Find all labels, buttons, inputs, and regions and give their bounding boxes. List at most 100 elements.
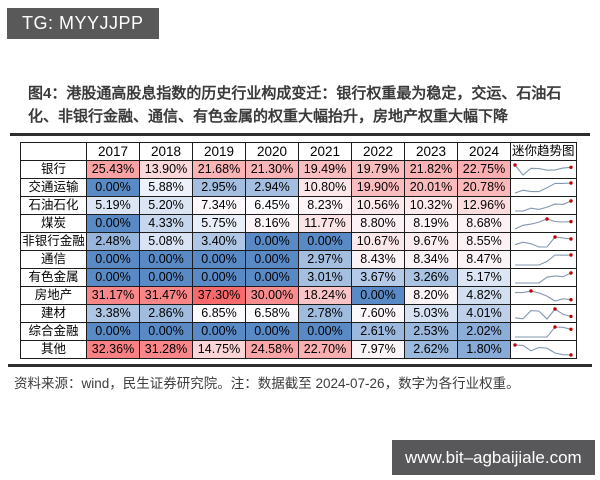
- industry-label: 房地产: [20, 286, 87, 305]
- weight-cell: 4.82%: [457, 286, 511, 305]
- weight-cell: 10.56%: [351, 196, 405, 215]
- year-header: 2019: [192, 142, 246, 161]
- weight-cell: 25.43%: [86, 160, 140, 179]
- weight-cell: 8.68%: [457, 214, 511, 233]
- tg-watermark-badge: TG: MYYJJPP: [7, 8, 159, 39]
- sparkline-high-marker: [553, 234, 557, 239]
- industry-label: 其他: [20, 340, 87, 359]
- table-row: 其他 32.36% 31.28% 14.75% 24.58% 22.70% 7.97% 2.6…: [20, 340, 577, 359]
- sparkline-cell: [510, 250, 577, 269]
- weight-cell: 24.58%: [245, 340, 299, 359]
- table-row: 建材 3.38% 2.86% 6.85% 6.58% 2.78% 7.60% 5.03% 4.0…: [20, 304, 577, 323]
- weight-cell: 11.77%: [298, 214, 352, 233]
- sparkline: [515, 180, 573, 194]
- table-header: 2017 2018 2019 2020 2021 2022 2023 2024 迷你趋势图: [20, 142, 577, 161]
- sparkline-last-marker: [569, 327, 573, 331]
- weight-cell: 2.61%: [351, 322, 405, 341]
- weight-cell: 0.00%: [245, 232, 299, 251]
- weight-cell: 0.00%: [245, 268, 299, 287]
- weight-cell: 4.01%: [457, 304, 511, 323]
- weight-cell: 5.20%: [139, 196, 193, 215]
- sparkline-last-marker: [569, 252, 573, 257]
- sparkline: [513, 162, 573, 176]
- industry-label: 石油石化: [20, 196, 87, 215]
- weight-cell: 0.00%: [86, 250, 140, 269]
- sparkline-last-marker: [569, 352, 573, 357]
- corner-cell: [20, 142, 87, 161]
- sparkline-last-marker: [569, 270, 573, 275]
- year-header: 2020: [245, 142, 299, 161]
- table-row: 通信 0.00% 0.00% 0.00% 0.00% 2.97% 8.43% 8.34% 8.4…: [20, 250, 577, 269]
- weight-cell: 30.00%: [245, 286, 299, 305]
- site-watermark-text: www.bit–agbaijiale.com: [405, 448, 582, 467]
- weight-cell: 19.90%: [351, 178, 405, 197]
- sparkline-high-marker: [553, 324, 557, 329]
- sparkline-cell: [510, 304, 577, 323]
- weight-cell: 21.82%: [404, 160, 458, 179]
- weight-cell: 0.00%: [192, 322, 246, 341]
- sparkline-cell: [510, 196, 577, 215]
- weight-cell: 32.36%: [86, 340, 140, 359]
- sparkline: [513, 342, 573, 357]
- sparkline-cell: [510, 340, 577, 359]
- weight-cell: 9.67%: [404, 232, 458, 251]
- weight-cell: 19.49%: [298, 160, 352, 179]
- weight-cell: 0.00%: [245, 250, 299, 269]
- industry-label: 建材: [20, 304, 87, 323]
- sparkline-cell: [510, 214, 577, 233]
- weight-cell: 6.85%: [192, 304, 246, 323]
- industry-label: 综合金融: [20, 322, 87, 341]
- year-header: 2018: [139, 142, 193, 161]
- industry-label: 银行: [20, 160, 87, 179]
- industry-label: 煤炭: [20, 214, 87, 233]
- sparkline-last-marker: [569, 180, 573, 185]
- sparkline-high-marker: [529, 288, 533, 293]
- weight-cell: 8.23%: [298, 196, 352, 215]
- weight-cell: 21.68%: [192, 160, 246, 179]
- weight-cell: 20.78%: [457, 178, 511, 197]
- weight-cell: 8.47%: [457, 250, 511, 269]
- site-watermark-badge: www.bit–agbaijiale.com: [392, 440, 595, 475]
- table-row: 有色金属 0.00% 0.00% 0.00% 0.00% 3.01% 3.67% 3.26% 5…: [20, 268, 577, 287]
- weight-cell: 2.02%: [457, 322, 511, 341]
- industry-label: 非银行金融: [20, 232, 87, 251]
- sparkline: [515, 216, 573, 229]
- sparkline-cell: [510, 268, 577, 287]
- sparkline: [515, 252, 573, 266]
- weight-cell: 12.96%: [457, 196, 511, 215]
- table-row: 煤炭 0.00% 4.33% 5.75% 8.16% 11.77% 8.80% 8.19% 8.…: [20, 214, 577, 233]
- trend-header: 迷你趋势图: [510, 142, 577, 161]
- sparkline-cell: [510, 178, 577, 197]
- weight-cell: 8.19%: [404, 214, 458, 233]
- weight-cell: 0.00%: [351, 286, 405, 305]
- weight-cell: 2.97%: [298, 250, 352, 269]
- weight-cell: 7.34%: [192, 196, 246, 215]
- table-row: 石油石化 5.19% 5.20% 7.34% 6.45% 8.23% 10.56% 10.32…: [20, 196, 577, 215]
- year-header: 2024: [457, 142, 511, 161]
- weight-cell: 2.48%: [86, 232, 140, 251]
- weight-cell: 3.40%: [192, 232, 246, 251]
- sparkline-last-marker: [569, 165, 573, 169]
- weight-cell: 21.30%: [245, 160, 299, 179]
- industry-weight-table: 2017 2018 2019 2020 2021 2022 2023 2024 迷你趋势图 银行…: [20, 142, 577, 359]
- table-row: 房地产 31.17% 31.47% 37.30% 30.00% 18.24% 0.00% 8.…: [20, 286, 577, 305]
- weight-cell: 3.38%: [86, 304, 140, 323]
- title-divider: [10, 133, 590, 136]
- figure-title: 图4：港股通高股息指数的历史行业构成变迁：银行权重最为稳定，交运、石油石化、非银…: [28, 85, 562, 125]
- footer-divider: [8, 364, 592, 367]
- sparkline-last-marker: [569, 198, 573, 203]
- sparkline: [515, 306, 573, 320]
- sparkline-last-marker: [569, 219, 573, 223]
- industry-label: 通信: [20, 250, 87, 269]
- weight-cell: 20.01%: [404, 178, 458, 197]
- sparkline: [515, 234, 573, 248]
- weight-cell: 8.80%: [351, 214, 405, 233]
- weight-cell: 10.67%: [351, 232, 405, 251]
- weight-cell: 0.00%: [86, 268, 140, 287]
- sparkline: [515, 288, 573, 302]
- weight-cell: 22.70%: [298, 340, 352, 359]
- weight-cell: 0.00%: [86, 214, 140, 233]
- weight-cell: 0.00%: [245, 322, 299, 341]
- weight-cell: 3.26%: [404, 268, 458, 287]
- weight-cell: 0.00%: [86, 322, 140, 341]
